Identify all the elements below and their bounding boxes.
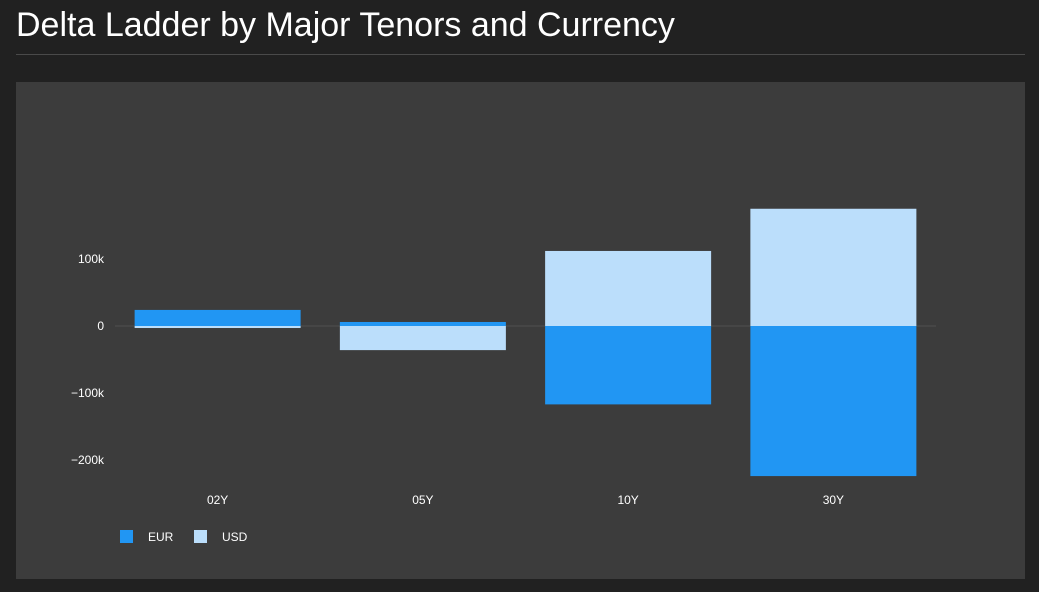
- legend-swatch-eur[interactable]: [120, 530, 133, 543]
- x-axis: 02Y 05Y 10Y 30Y: [207, 493, 844, 507]
- bar-usd-05y[interactable]: [339, 326, 506, 351]
- y-axis: 100k 0 −100k −200k: [71, 252, 105, 467]
- bar-usd-30y[interactable]: [750, 208, 917, 326]
- x-tick-label: 30Y: [823, 493, 844, 507]
- page-title: Delta Ladder by Major Tenors and Currenc…: [16, 6, 675, 44]
- bar-eur-05y[interactable]: [339, 321, 506, 326]
- x-tick-label: 10Y: [617, 493, 638, 507]
- legend-label-usd[interactable]: USD: [222, 530, 248, 544]
- bar-eur-02y[interactable]: [134, 309, 301, 326]
- y-tick-label: −200k: [71, 453, 105, 467]
- bar-usd-02y[interactable]: [134, 326, 301, 329]
- y-tick-label: 0: [97, 319, 104, 333]
- delta-ladder-chart: 100k 0 −100k −200k 02Y 05Y 10Y 30Y EUR USD: [71, 208, 936, 544]
- bar-eur-30y[interactable]: [750, 326, 917, 477]
- legend-label-eur[interactable]: EUR: [148, 530, 174, 544]
- bars-layer: [134, 208, 917, 477]
- x-tick-label: 02Y: [207, 493, 228, 507]
- legend-swatch-usd[interactable]: [194, 530, 207, 543]
- x-tick-label: 05Y: [412, 493, 433, 507]
- chart-panel: 100k 0 −100k −200k 02Y 05Y 10Y 30Y EUR USD: [16, 82, 1025, 579]
- title-divider: [16, 54, 1025, 55]
- y-tick-label: −100k: [71, 386, 105, 400]
- bar-usd-10y[interactable]: [545, 250, 712, 326]
- y-tick-label: 100k: [78, 252, 105, 266]
- bar-eur-10y[interactable]: [545, 326, 712, 405]
- legend: EUR USD: [120, 530, 248, 544]
